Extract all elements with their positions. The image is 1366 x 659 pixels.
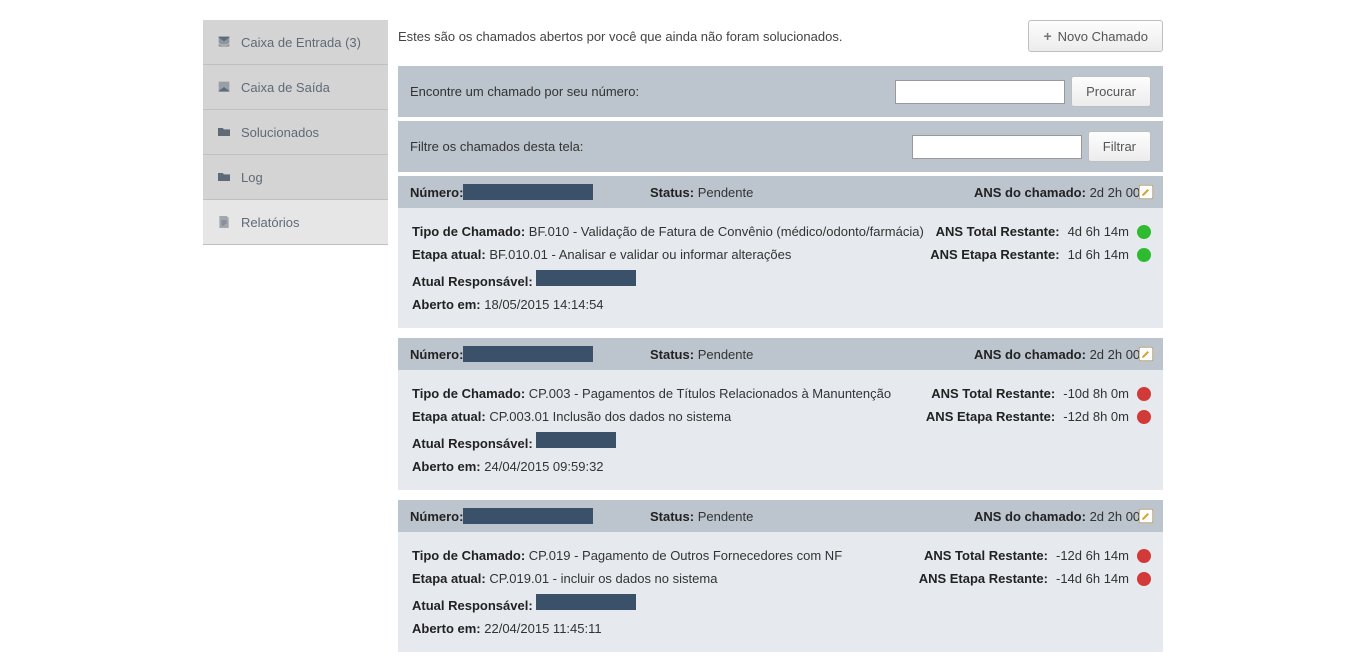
ticket: Número: Status: Pendente ANS do chamado:… (398, 500, 1163, 652)
sidebar-item-outbox[interactable]: Caixa de Saída (203, 65, 388, 110)
ans-etapa-label: ANS Etapa Restante: (919, 571, 1048, 586)
search-label: Encontre um chamado por seu número: (410, 84, 639, 99)
responsavel-label: Atual Responsável: (412, 274, 533, 289)
status-label: Status: (650, 347, 694, 362)
responsavel-label: Atual Responsável: (412, 598, 533, 613)
ans-chamado-label: ANS do chamado: (974, 347, 1086, 362)
status-label: Status: (650, 185, 694, 200)
aberto-value: 22/04/2015 11:45:11 (484, 621, 601, 636)
status-dot (1137, 549, 1151, 563)
sidebar-item-label: Relatórios (241, 215, 300, 230)
filter-button[interactable]: Filtrar (1088, 131, 1151, 162)
status-label: Status: (650, 509, 694, 524)
ans-total-value: 4d 6h 14m (1068, 224, 1129, 239)
ticket-header: Número: Status: Pendente ANS do chamado:… (398, 500, 1163, 532)
sidebar-item-solved[interactable]: Solucionados (203, 110, 388, 155)
ticket-header: Número: Status: Pendente ANS do chamado:… (398, 338, 1163, 370)
aberto-value: 24/04/2015 09:59:32 (484, 459, 603, 474)
inbox-icon (215, 34, 233, 50)
ans-chamado-label: ANS do chamado: (974, 185, 1086, 200)
status-dot (1137, 410, 1151, 424)
ticket: Número: Status: Pendente ANS do chamado:… (398, 176, 1163, 328)
status-value: Pendente (698, 509, 754, 524)
aberto-label: Aberto em: (412, 459, 481, 474)
ticket-body: Tipo de Chamado: BF.010 - Validação de F… (398, 208, 1163, 328)
sidebar: Caixa de Entrada (3) Caixa de Saída Solu… (203, 20, 388, 659)
ans-etapa-value: 1d 6h 14m (1068, 247, 1129, 262)
aberto-label: Aberto em: (412, 621, 481, 636)
filter-input[interactable] (912, 135, 1082, 159)
aberto-label: Aberto em: (412, 297, 481, 312)
tipo-label: Tipo de Chamado: (412, 548, 525, 563)
folder-icon (215, 124, 233, 140)
numero-value-redacted (463, 346, 593, 362)
responsavel-value-redacted (536, 432, 616, 448)
status-dot (1137, 225, 1151, 239)
ans-total-label: ANS Total Restante: (936, 224, 1060, 239)
ans-total-label: ANS Total Restante: (931, 386, 1055, 401)
outbox-icon (215, 79, 233, 95)
tipo-value: CP.019 - Pagamento de Outros Fornecedore… (529, 548, 842, 563)
new-ticket-button[interactable]: + Novo Chamado (1028, 20, 1163, 52)
sidebar-item-label: Caixa de Entrada (3) (241, 35, 361, 50)
sidebar-item-log[interactable]: Log (203, 155, 388, 200)
status-dot (1137, 572, 1151, 586)
etapa-label: Etapa atual: (412, 409, 486, 424)
numero-label: Número: (410, 185, 463, 200)
tipo-label: Tipo de Chamado: (412, 386, 525, 401)
sidebar-item-label: Solucionados (241, 125, 319, 140)
report-icon (215, 214, 233, 230)
aberto-value: 18/05/2015 14:14:54 (484, 297, 603, 312)
ticket-header: Número: Status: Pendente ANS do chamado:… (398, 176, 1163, 208)
etapa-label: Etapa atual: (412, 247, 486, 262)
etapa-value: BF.010.01 - Analisar e validar ou inform… (489, 247, 791, 262)
edit-icon[interactable] (1137, 345, 1155, 363)
status-dot (1137, 248, 1151, 262)
status-dot (1137, 387, 1151, 401)
ticket-body: Tipo de Chamado: CP.019 - Pagamento de O… (398, 532, 1163, 652)
tipo-label: Tipo de Chamado: (412, 224, 525, 239)
ans-etapa-label: ANS Etapa Restante: (930, 247, 1059, 262)
ans-etapa-label: ANS Etapa Restante: (926, 409, 1055, 424)
sidebar-item-label: Caixa de Saída (241, 80, 330, 95)
main-content: Estes são os chamados abertos por você q… (398, 20, 1163, 659)
search-input[interactable] (895, 80, 1065, 104)
numero-value-redacted (463, 184, 593, 200)
tipo-value: BF.010 - Validação de Fatura de Convênio… (529, 224, 924, 239)
folder-icon (215, 169, 233, 185)
sidebar-item-label: Log (241, 170, 263, 185)
ticket-list: Número: Status: Pendente ANS do chamado:… (398, 176, 1163, 652)
etapa-value: CP.003.01 Inclusão dos dados no sistema (489, 409, 731, 424)
ans-etapa-value: -12d 8h 0m (1063, 409, 1129, 424)
etapa-label: Etapa atual: (412, 571, 486, 586)
ans-etapa-value: -14d 6h 14m (1056, 571, 1129, 586)
intro-text: Estes são os chamados abertos por você q… (398, 29, 842, 44)
filter-label: Filtre os chamados desta tela: (410, 139, 583, 154)
numero-label: Número: (410, 347, 463, 362)
plus-icon: + (1043, 28, 1051, 44)
responsavel-value-redacted (536, 270, 636, 286)
responsavel-value-redacted (536, 594, 636, 610)
search-button[interactable]: Procurar (1071, 76, 1151, 107)
ans-chamado-label: ANS do chamado: (974, 509, 1086, 524)
ticket: Número: Status: Pendente ANS do chamado:… (398, 338, 1163, 490)
ans-total-value: -12d 6h 14m (1056, 548, 1129, 563)
edit-icon[interactable] (1137, 183, 1155, 201)
new-ticket-label: Novo Chamado (1058, 29, 1148, 44)
edit-icon[interactable] (1137, 507, 1155, 525)
numero-label: Número: (410, 509, 463, 524)
status-value: Pendente (698, 185, 754, 200)
filter-bar: Filtre os chamados desta tela: Filtrar (398, 121, 1163, 172)
ans-total-value: -10d 8h 0m (1063, 386, 1129, 401)
status-value: Pendente (698, 347, 754, 362)
ans-total-label: ANS Total Restante: (924, 548, 1048, 563)
responsavel-label: Atual Responsável: (412, 436, 533, 451)
ticket-body: Tipo de Chamado: CP.003 - Pagamentos de … (398, 370, 1163, 490)
numero-value-redacted (463, 508, 593, 524)
etapa-value: CP.019.01 - incluir os dados no sistema (489, 571, 717, 586)
sidebar-item-inbox[interactable]: Caixa de Entrada (3) (203, 20, 388, 65)
search-bar: Encontre um chamado por seu número: Proc… (398, 66, 1163, 117)
tipo-value: CP.003 - Pagamentos de Títulos Relaciona… (529, 386, 891, 401)
sidebar-item-reports[interactable]: Relatórios (203, 200, 388, 245)
